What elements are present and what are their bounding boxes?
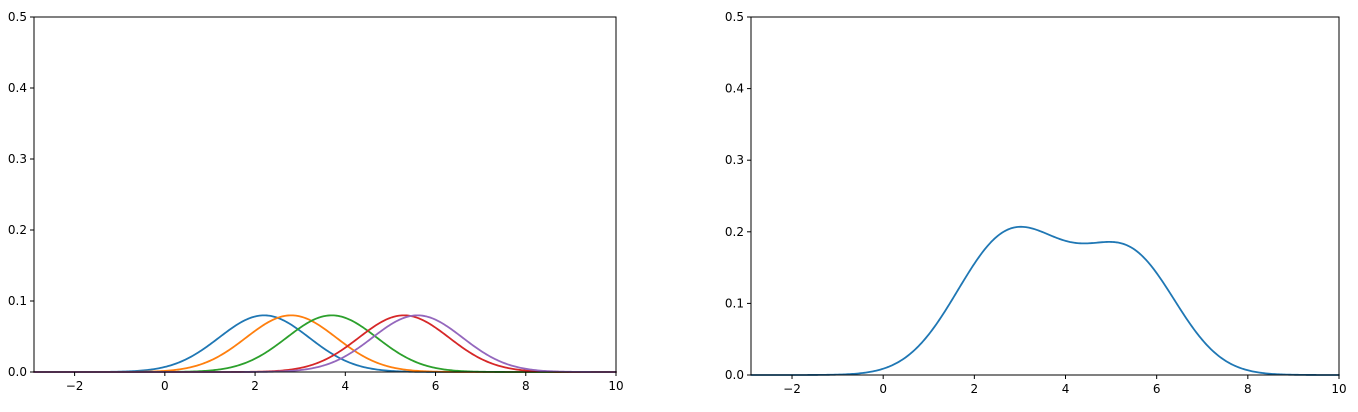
x-tick-label: 4 bbox=[1062, 382, 1070, 396]
y-tick-label: 0.4 bbox=[8, 81, 27, 95]
y-tick-label: 0.5 bbox=[725, 10, 744, 24]
x-tick-label: 10 bbox=[1331, 382, 1346, 396]
y-tick-label: 0.5 bbox=[8, 10, 27, 24]
x-tick-label: −2 bbox=[783, 382, 801, 396]
y-tick-label: 0.2 bbox=[725, 225, 744, 239]
series-line-3 bbox=[33, 314, 617, 373]
x-tick-label: 8 bbox=[522, 379, 530, 393]
series-line-1 bbox=[33, 314, 617, 373]
x-tick-label: 6 bbox=[432, 379, 440, 393]
y-tick-label: 0.2 bbox=[8, 223, 27, 237]
x-tick-label: 6 bbox=[1153, 382, 1161, 396]
x-tick-label: −2 bbox=[66, 379, 84, 393]
y-tick-label: 0.1 bbox=[725, 296, 744, 310]
x-tick-label: 8 bbox=[1244, 382, 1252, 396]
y-tick-label: 0.4 bbox=[725, 82, 744, 96]
left-panel-gaussian-components: −2 0 2 4 6 8 10 0.0 0.1 0.2 0.3 0.4 0.5 bbox=[8, 10, 624, 393]
x-tick-label: 2 bbox=[971, 382, 979, 396]
y-tick-label: 0.3 bbox=[8, 152, 27, 166]
series-line-2 bbox=[33, 314, 617, 373]
axes-frame bbox=[33, 16, 617, 373]
y-tick-label: 0.0 bbox=[725, 368, 744, 382]
x-tick-label: 0 bbox=[879, 382, 887, 396]
right-panel-kde-sum: −2 0 2 4 6 8 10 0.0 0.1 0.2 0.3 0.4 0.5 bbox=[725, 10, 1347, 396]
y-tick-label: 0.1 bbox=[8, 294, 27, 308]
axes-frame bbox=[750, 16, 1340, 376]
y-tick-label: 0.3 bbox=[725, 153, 744, 167]
x-tick-label: 4 bbox=[341, 379, 349, 393]
series-line-1 bbox=[750, 225, 1340, 376]
x-tick-label: 0 bbox=[161, 379, 169, 393]
x-tick-label: 10 bbox=[608, 379, 623, 393]
x-tick-label: 2 bbox=[251, 379, 259, 393]
y-tick-label: 0.0 bbox=[8, 365, 27, 379]
series-line-5 bbox=[33, 314, 617, 373]
series-line-4 bbox=[33, 314, 617, 373]
